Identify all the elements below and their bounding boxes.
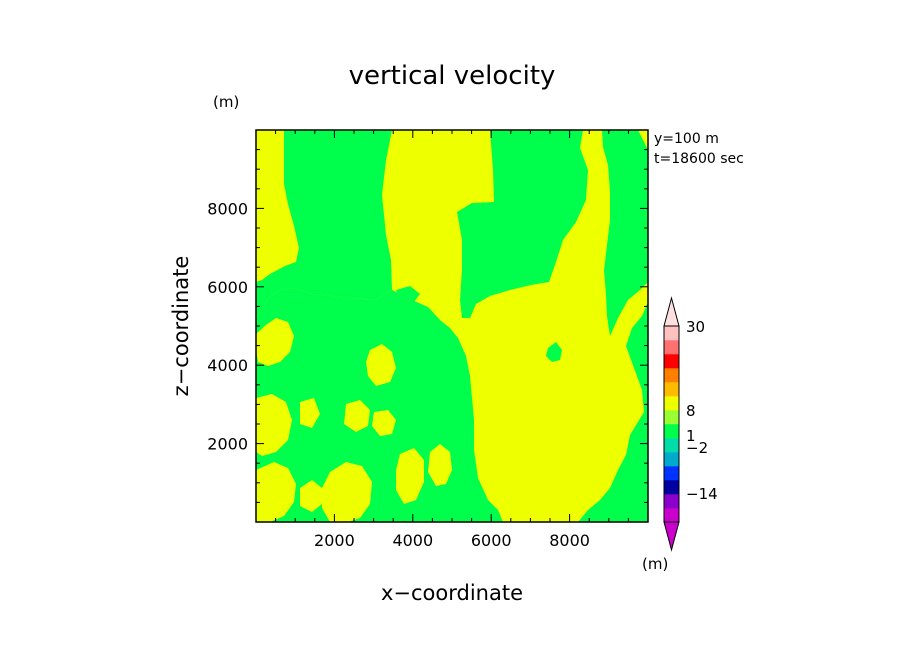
colorbar-band [664, 466, 679, 481]
contour-regions [256, 130, 648, 522]
colorbar-label: −14 [686, 485, 718, 503]
colorbar-lower-arrow [663, 521, 680, 552]
x-axis-label: x−coordinate [381, 581, 523, 605]
positive-blob-11 [300, 480, 322, 512]
colorbar-bands [664, 326, 679, 523]
x-tick-label: 2000 [314, 531, 355, 550]
negative-blob-2 [396, 286, 420, 302]
positive-blob-7 [256, 462, 296, 522]
negative-region-right-edge-strip [636, 440, 648, 510]
colorbar-labels: 30 8 1 −2 −14 [686, 318, 718, 503]
positive-blob-8 [322, 462, 372, 522]
major-ticks [256, 130, 648, 522]
negative-region-lower-right [578, 302, 648, 522]
positive-blob-9 [396, 448, 424, 504]
colorbar-band [664, 410, 679, 425]
minor-ticks [256, 130, 648, 522]
positive-blob-5 [300, 398, 320, 428]
colorbar-band [664, 396, 679, 411]
negative-region-upper-middle [457, 130, 588, 318]
colorbar-label: −2 [686, 439, 708, 457]
colorbar-band [664, 368, 679, 383]
positive-blob-10 [428, 444, 452, 486]
colorbar-upper-arrow [663, 296, 680, 327]
y-tick-labels: 2000 4000 6000 8000 [207, 199, 248, 453]
colorbar-unit-label: (m) [642, 555, 668, 573]
x-tick-label: 4000 [392, 531, 433, 550]
negative-region-upper-right [602, 130, 648, 336]
negative-region-upper-left [256, 130, 392, 318]
y-tick-label: 8000 [207, 199, 248, 218]
annotation-time: t=18600 sec [654, 151, 744, 167]
y-unit-label: (m) [213, 93, 239, 111]
x-tick-label: 6000 [471, 531, 512, 550]
positive-blob-1 [256, 318, 294, 366]
colorbar-label: 30 [686, 318, 705, 336]
colorbar-band [664, 480, 679, 495]
colorbar-label: 1 [686, 427, 696, 445]
negative-blob-1 [546, 342, 562, 362]
colorbar-band [664, 508, 679, 523]
annotation-y-position: y=100 m [654, 131, 719, 147]
y-tick-label: 6000 [207, 278, 248, 297]
colorbar-band [664, 438, 679, 453]
colorbar-band [664, 382, 679, 397]
chart-title: vertical velocity [349, 61, 556, 91]
positive-blob-6 [372, 410, 396, 436]
y-tick-label: 4000 [207, 356, 248, 375]
colorbar-band [664, 326, 679, 341]
x-tick-labels: 2000 4000 6000 8000 [314, 531, 590, 550]
colorbar-band [664, 354, 679, 369]
y-tick-label: 2000 [207, 435, 248, 454]
colorbar-band [664, 424, 679, 439]
plot-area [255, 129, 649, 523]
positive-blob-2 [366, 344, 396, 386]
colorbar-frame [663, 325, 680, 523]
positive-blob-3 [256, 394, 292, 456]
colorbar-label: 8 [686, 402, 696, 420]
colorbar-band [664, 494, 679, 509]
colorbar: 30 8 1 −2 −14 (m) [642, 296, 718, 573]
colorbar-band [664, 340, 679, 355]
positive-blob-4 [344, 400, 370, 432]
x-tick-label: 8000 [549, 531, 590, 550]
colorbar-band [664, 452, 679, 467]
y-axis-label: z−coordinate [169, 256, 193, 397]
